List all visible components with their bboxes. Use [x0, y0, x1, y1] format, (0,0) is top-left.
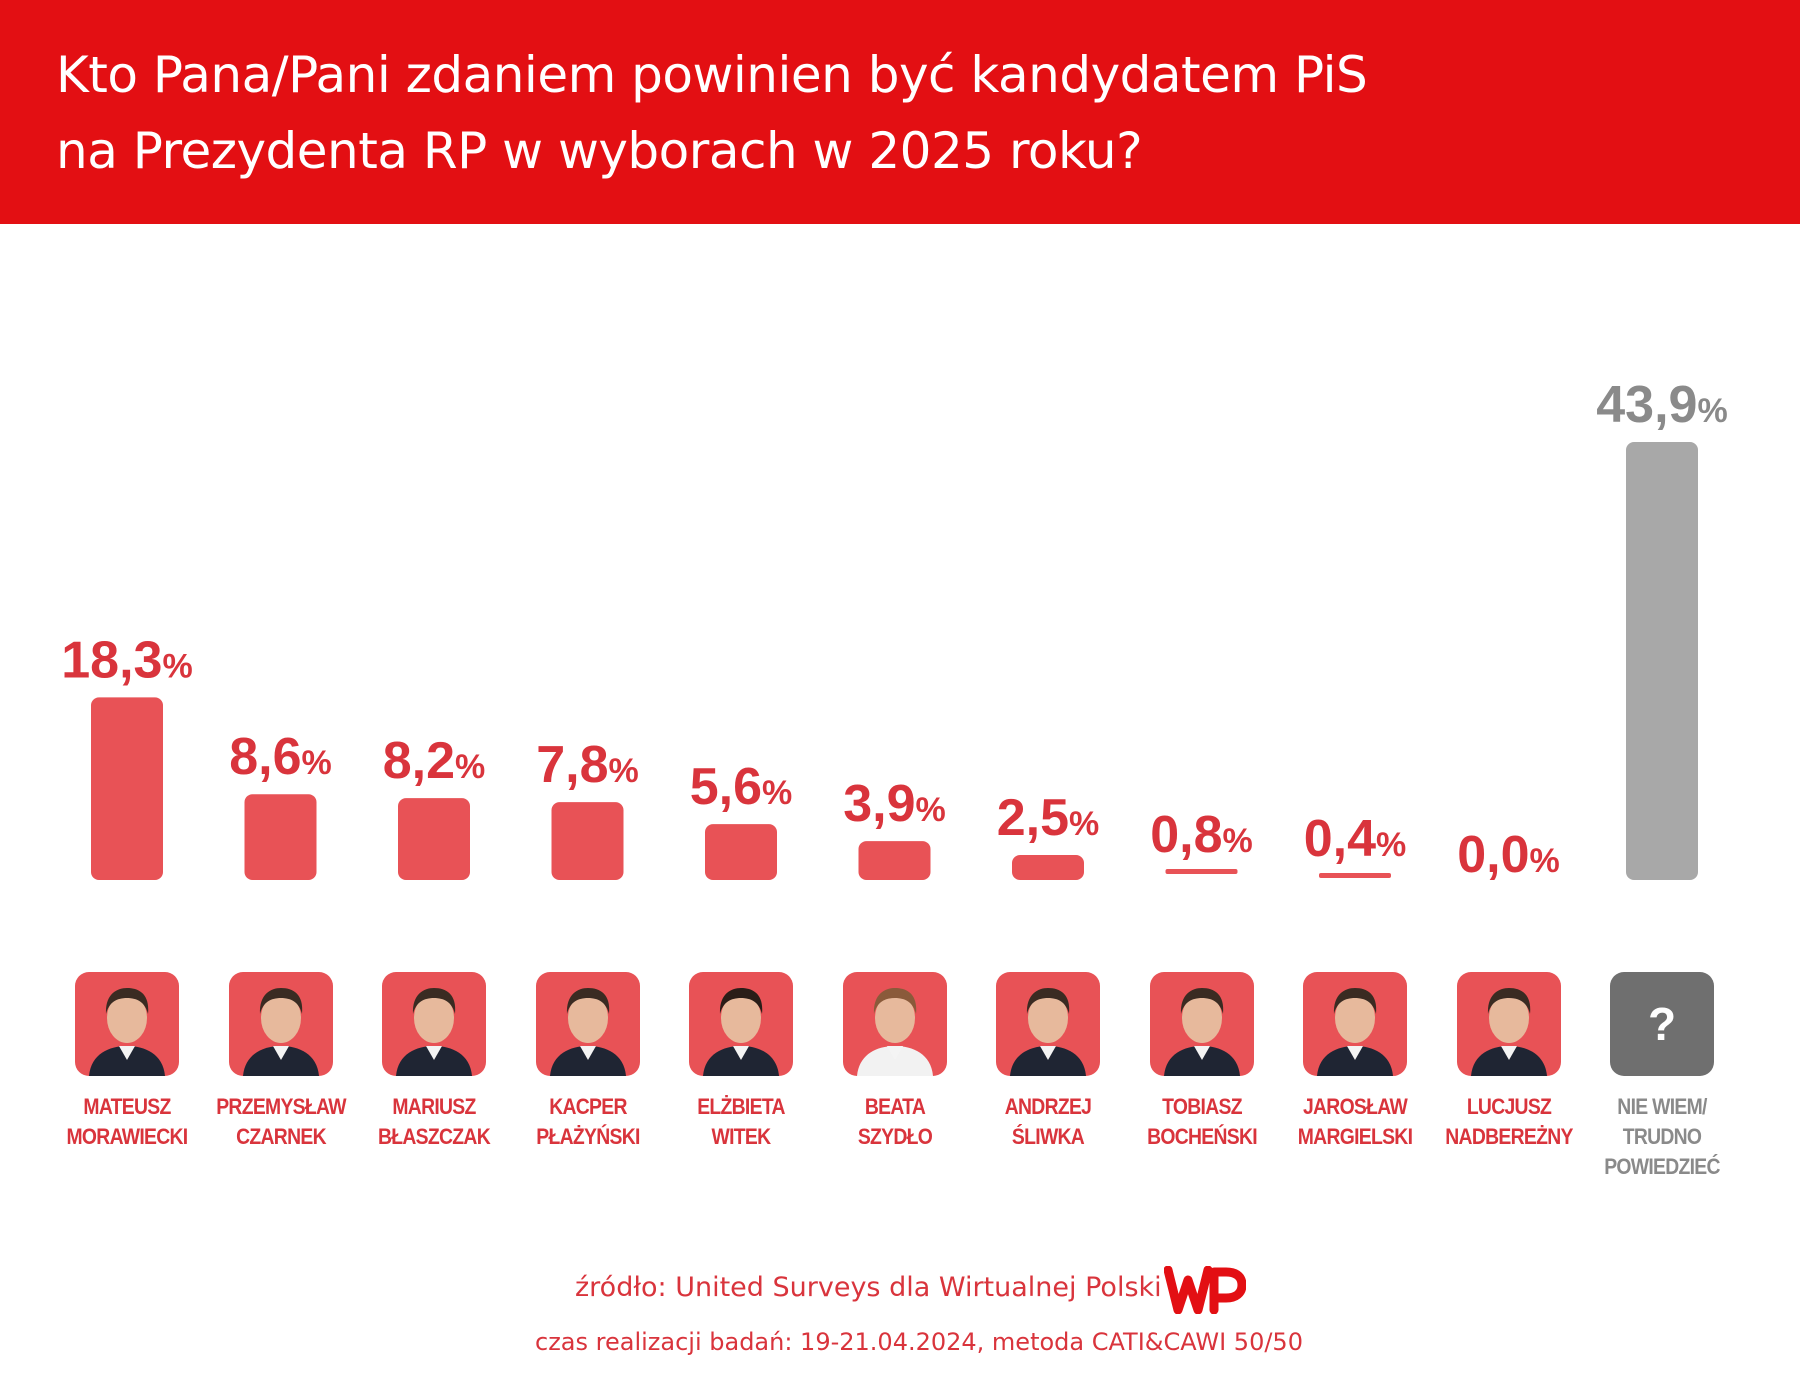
chart-title-line-2: na Prezydenta RP w wyborach w 2025 roku? [56, 122, 1143, 180]
bar-0 [91, 697, 163, 880]
portrait-icon [549, 988, 626, 1076]
value-label-8: 0,4% [1304, 810, 1407, 868]
candidate-bochenski: TOBIASZ BOCHEŃSKI [1127, 972, 1277, 1152]
avatar-szydlo [842, 972, 947, 1076]
bar-6 [1012, 855, 1084, 880]
candidate-plazynski: KACPER PŁAŻYŃSKI [513, 972, 663, 1152]
avatar-nadberezny [1456, 972, 1561, 1076]
candidate-undecided: ? NIE WIEM/TRUDNO POWIEDZIEĆ [1587, 972, 1737, 1182]
avatar-blaszczak [382, 972, 486, 1076]
portrait-icon [1470, 988, 1547, 1076]
candidate-name: LUCJUSZ NADBEREŻNY [1444, 1094, 1573, 1149]
candidate-sliwka: ANDRZEJ ŚLIWKA [973, 972, 1123, 1152]
value-label-1: 8,6% [229, 728, 332, 786]
survey-date-note: czas realizacji badań: 19-21.04.2024, me… [535, 1328, 1303, 1356]
value-label-5: 3,9% [843, 775, 946, 833]
candidate-name: PRZEMYSŁAW CZARNEK [215, 1094, 346, 1149]
value-label-3: 7,8% [536, 736, 639, 794]
portrait-icon [703, 988, 779, 1076]
bar-2 [398, 798, 470, 880]
portrait-icon [1317, 988, 1393, 1076]
bar-5 [858, 841, 931, 880]
candidate-name: TOBIASZ BOCHEŃSKI [1146, 1094, 1258, 1149]
value-label-0: 18,3% [61, 631, 192, 689]
candidate-name: MARIUSZ BŁASZCZAK [378, 1094, 491, 1149]
candidate-name: NIE WIEM/TRUDNO POWIEDZIEĆ [1604, 1094, 1720, 1179]
portrait-icon [396, 988, 472, 1076]
avatar-sliwka [996, 972, 1100, 1076]
bar-1 [244, 794, 317, 880]
value-label-9: 0,0% [1457, 826, 1560, 884]
value-label-4: 5,6% [690, 758, 793, 816]
candidate-name: JAROSŁAW MARGIELSKI [1297, 1094, 1413, 1149]
portrait-icon [242, 988, 319, 1076]
value-label-6: 2,5% [997, 789, 1100, 847]
candidate-name: BEATA SZYDŁO [857, 1094, 932, 1149]
portrait-icon [89, 988, 165, 1076]
avatar-morawiecki [75, 972, 179, 1076]
candidate-nadberezny: LUCJUSZ NADBEREŻNY [1434, 972, 1584, 1152]
source-note: źródło: United Surveys dla Wirtualnej Po… [575, 1272, 1162, 1303]
candidate-name: KACPER PŁAŻYŃSKI [535, 1094, 640, 1149]
avatar-plazynski [535, 972, 640, 1076]
avatar-margielski [1303, 972, 1407, 1076]
portrait-icon [856, 988, 933, 1076]
candidate-name: ELŻBIETA WITEK [697, 1094, 785, 1149]
candidate-name: MATEUSZ MORAWIECKI [66, 1094, 189, 1149]
question-mark-icon: ? [1610, 972, 1714, 1076]
bar-3 [551, 802, 624, 880]
value-label-10: 43,9% [1596, 376, 1727, 434]
bar-10 [1626, 442, 1698, 880]
value-label-7: 0,8% [1150, 806, 1253, 864]
candidate-morawiecki: MATEUSZ MORAWIECKI [52, 972, 202, 1152]
candidate-margielski: JAROSŁAW MARGIELSKI [1280, 972, 1430, 1152]
bar-4 [705, 824, 777, 880]
portrait-icon [1163, 988, 1240, 1076]
bar-7 [1165, 869, 1238, 875]
portrait-icon [1010, 988, 1086, 1076]
candidate-szydlo: BEATA SZYDŁO [820, 972, 970, 1152]
candidate-name: ANDRZEJ ŚLIWKA [1004, 1094, 1092, 1149]
avatar-czarnek [228, 972, 333, 1076]
avatar-bochenski [1149, 972, 1254, 1076]
candidate-witek: ELŻBIETA WITEK [666, 972, 816, 1152]
avatar-witek [689, 972, 793, 1076]
bar-chart: 18,3% 8,6% 8,2% 7,8% 5,6% 3,9% 2,5% 0,8% 0,4% 0,0… [61, 376, 1727, 884]
chart-title-line-1: Kto Pana/Pani zdaniem powinien być kandy… [56, 46, 1368, 104]
wp-logo: WP [1164, 1266, 1246, 1314]
candidate-blaszczak: MARIUSZ BŁASZCZAK [359, 972, 509, 1152]
bar-8 [1319, 873, 1391, 879]
candidate-czarnek: PRZEMYSŁAW CZARNEK [206, 972, 356, 1152]
value-label-2: 8,2% [383, 732, 486, 790]
question-mark-glyph: ? [1647, 998, 1677, 1050]
header-banner: Kto Pana/Pani zdaniem powinien być kandy… [0, 0, 1800, 224]
